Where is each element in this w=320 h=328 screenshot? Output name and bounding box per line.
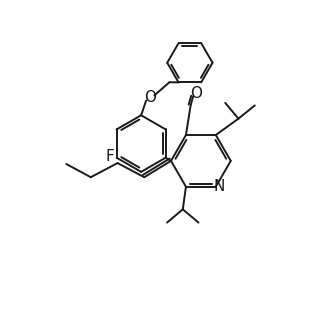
Text: O: O <box>190 86 202 101</box>
Text: N: N <box>214 179 225 194</box>
Text: F: F <box>105 149 114 164</box>
Text: O: O <box>144 91 156 106</box>
